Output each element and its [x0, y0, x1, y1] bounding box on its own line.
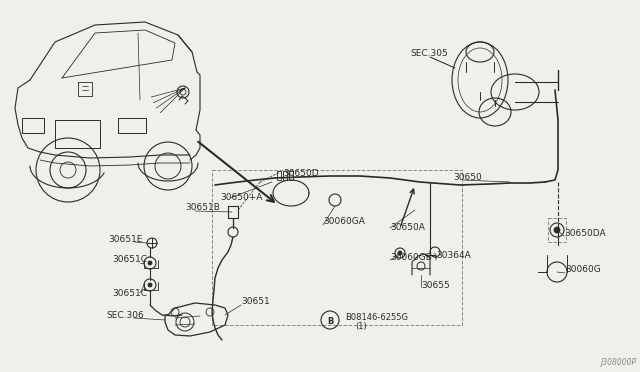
Text: 30655: 30655: [421, 280, 450, 289]
Text: 30650A: 30650A: [390, 224, 425, 232]
Text: SEC.305: SEC.305: [410, 49, 448, 58]
Text: B08146-6255G: B08146-6255G: [345, 312, 408, 321]
Text: 30364A: 30364A: [436, 250, 471, 260]
Text: 30650DA: 30650DA: [564, 228, 605, 237]
Text: SEC.306: SEC.306: [106, 311, 144, 321]
Text: J308000P: J308000P: [600, 358, 636, 367]
Text: (1): (1): [355, 323, 367, 331]
Bar: [277, 171, 281, 180]
Bar: [55, 120, 100, 148]
Text: 30650D: 30650D: [283, 170, 319, 179]
Text: 30650: 30650: [453, 173, 482, 182]
Text: 30651B: 30651B: [185, 203, 220, 212]
Circle shape: [554, 227, 560, 233]
Bar: [283, 171, 287, 180]
Text: 30651C: 30651C: [112, 289, 147, 298]
Text: B: B: [327, 317, 333, 326]
Text: 30651C: 30651C: [112, 256, 147, 264]
Text: 30060GA: 30060GA: [323, 218, 365, 227]
Text: 30060GB: 30060GB: [390, 253, 432, 262]
Circle shape: [398, 251, 402, 255]
Text: 30650+A: 30650+A: [220, 193, 262, 202]
Text: 30651: 30651: [241, 298, 269, 307]
Circle shape: [148, 261, 152, 265]
Bar: [289, 171, 293, 180]
Bar: [118, 118, 146, 133]
Text: 30651E: 30651E: [108, 234, 142, 244]
Circle shape: [148, 283, 152, 287]
Text: 30060G: 30060G: [565, 266, 601, 275]
Bar: [22, 118, 44, 133]
